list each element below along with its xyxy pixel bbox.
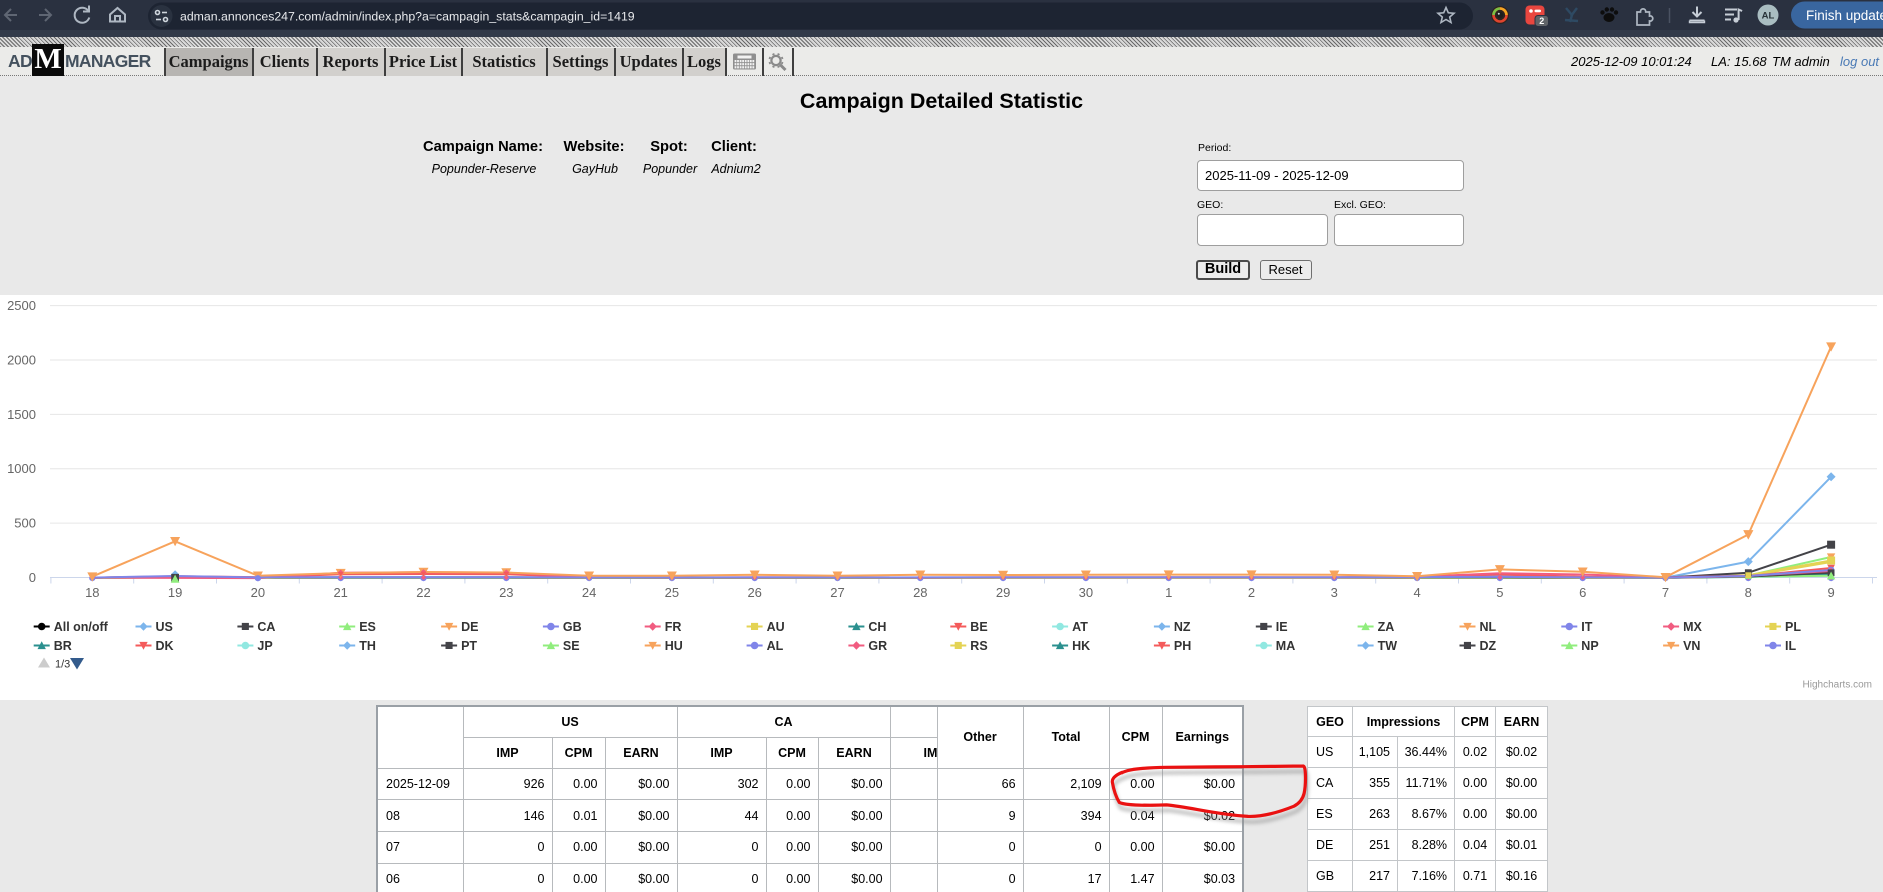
svg-text:PL: PL — [1785, 620, 1801, 634]
svg-text:JP: JP — [257, 639, 272, 653]
svg-text:NZ: NZ — [1174, 620, 1191, 634]
svg-text:CH: CH — [868, 620, 886, 634]
svg-text:8: 8 — [1745, 585, 1752, 600]
svg-text:9: 9 — [1827, 585, 1834, 600]
svg-text:24: 24 — [582, 585, 596, 600]
svg-text:1/3: 1/3 — [55, 659, 70, 671]
svg-text:GB: GB — [563, 620, 582, 634]
svg-text:27: 27 — [830, 585, 844, 600]
svg-text:28: 28 — [913, 585, 927, 600]
svg-text:NP: NP — [1581, 639, 1598, 653]
svg-text:SE: SE — [563, 639, 580, 653]
svg-text:DK: DK — [156, 639, 174, 653]
svg-text:NL: NL — [1480, 620, 1497, 634]
svg-text:2000: 2000 — [7, 353, 36, 368]
svg-text:BE: BE — [970, 620, 987, 634]
svg-text:19: 19 — [168, 585, 182, 600]
svg-text:18: 18 — [85, 585, 99, 600]
svg-text:3: 3 — [1331, 585, 1338, 600]
svg-text:7: 7 — [1662, 585, 1669, 600]
svg-text:26: 26 — [747, 585, 761, 600]
svg-text:ES: ES — [359, 620, 376, 634]
svg-text:TW: TW — [1378, 639, 1398, 653]
svg-text:25: 25 — [665, 585, 679, 600]
svg-text:Finish update: Finish update — [1806, 8, 1883, 23]
svg-text:DE: DE — [461, 620, 478, 634]
svg-text:5: 5 — [1496, 585, 1503, 600]
svg-text:AL: AL — [1762, 11, 1775, 22]
svg-text:BR: BR — [54, 639, 72, 653]
svg-text:MA: MA — [1276, 639, 1295, 653]
svg-text:2500: 2500 — [7, 298, 36, 313]
svg-text:1500: 1500 — [7, 407, 36, 422]
svg-text:6: 6 — [1579, 585, 1586, 600]
svg-text:29: 29 — [996, 585, 1010, 600]
svg-text:TH: TH — [359, 639, 376, 653]
svg-text:2: 2 — [1539, 16, 1544, 26]
svg-text:AL: AL — [767, 639, 784, 653]
svg-text:HU: HU — [665, 639, 683, 653]
svg-text:1: 1 — [1165, 585, 1172, 600]
svg-text:0: 0 — [29, 570, 36, 585]
svg-text:30: 30 — [1079, 585, 1093, 600]
svg-text:CA: CA — [257, 620, 275, 634]
svg-text:2: 2 — [1248, 585, 1255, 600]
svg-text:500: 500 — [14, 516, 36, 531]
svg-text:US: US — [156, 620, 173, 634]
svg-text:4: 4 — [1413, 585, 1420, 600]
svg-text:1000: 1000 — [7, 461, 36, 476]
svg-text:IE: IE — [1276, 620, 1288, 634]
svg-text:ZA: ZA — [1378, 620, 1395, 634]
svg-text:VN: VN — [1683, 639, 1700, 653]
svg-text:GR: GR — [868, 639, 887, 653]
svg-text:FR: FR — [665, 620, 682, 634]
svg-text:adman.annonces247.com/admin/in: adman.annonces247.com/admin/index.php?a=… — [180, 10, 635, 24]
svg-text:22: 22 — [416, 585, 430, 600]
svg-text:RS: RS — [970, 639, 987, 653]
svg-text:AU: AU — [767, 620, 785, 634]
svg-text:PH: PH — [1174, 639, 1191, 653]
svg-text:DZ: DZ — [1480, 639, 1497, 653]
svg-text:IT: IT — [1581, 620, 1592, 634]
svg-text:23: 23 — [499, 585, 513, 600]
svg-text:MX: MX — [1683, 620, 1702, 634]
svg-text:PT: PT — [461, 639, 477, 653]
svg-text:HK: HK — [1072, 639, 1090, 653]
svg-text:21: 21 — [333, 585, 347, 600]
svg-text:IL: IL — [1785, 639, 1796, 653]
svg-text:AT: AT — [1072, 620, 1088, 634]
svg-text:All on/off: All on/off — [54, 620, 109, 634]
svg-text:20: 20 — [251, 585, 265, 600]
svg-text:Highcharts.com: Highcharts.com — [1803, 680, 1872, 691]
